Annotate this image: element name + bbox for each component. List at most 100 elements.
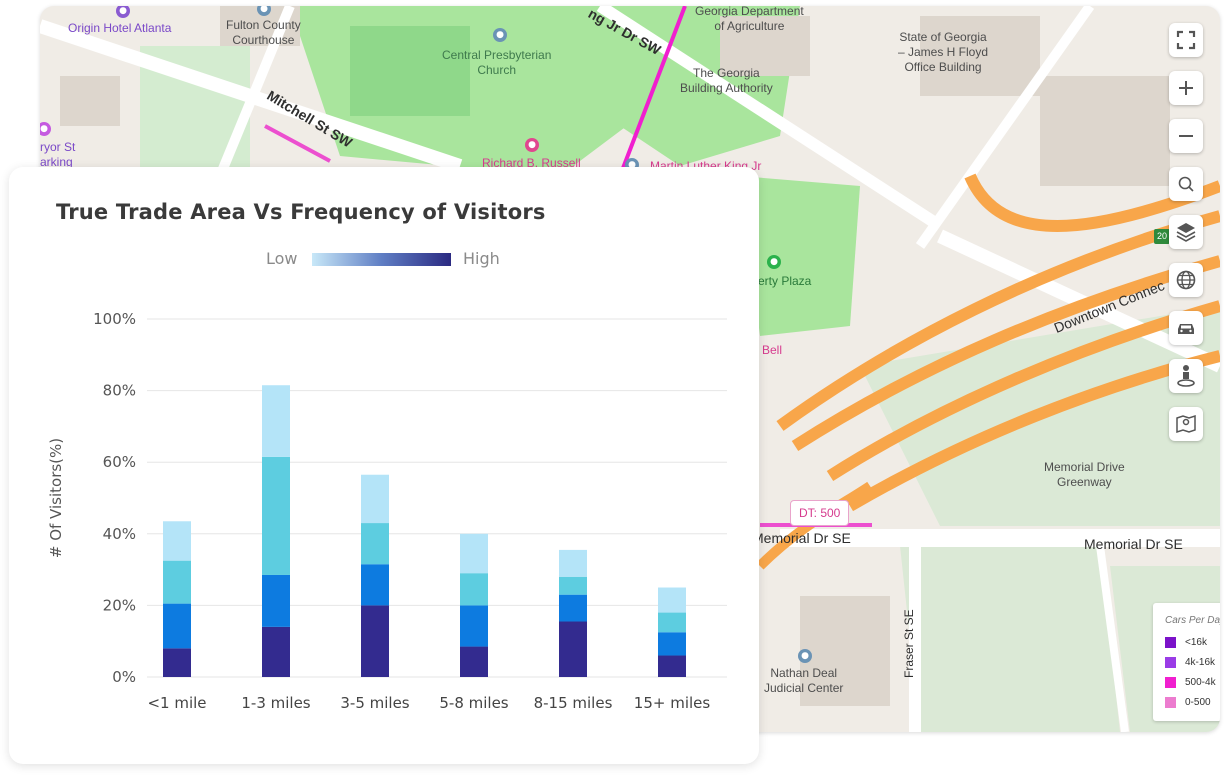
building (800, 596, 890, 706)
map-search-button[interactable] (1169, 167, 1203, 201)
fullscreen-button[interactable] (1169, 23, 1203, 57)
map-label-liberty-plaza: erty Plaza (758, 274, 812, 288)
bar-segment (559, 549, 587, 577)
building (920, 16, 1040, 96)
map-label-origin-hotel: Origin Hotel Atlanta (68, 21, 172, 35)
bar-segment (658, 632, 686, 656)
legend-label: <16k (1185, 636, 1207, 648)
traffic-line (618, 6, 687, 177)
globe-button[interactable] (1169, 263, 1203, 297)
x-tick-label: 1-3 miles (241, 694, 310, 712)
legend-label: 500-4k (1185, 676, 1216, 688)
chart-card: True Trade Area Vs Frequency of Visitors… (9, 167, 759, 764)
bar-segment (262, 626, 290, 677)
legend-item: <16k (1165, 635, 1207, 649)
bar-segment (460, 533, 488, 574)
map-label-fraser-st: Fraser St SE (902, 609, 916, 678)
map-label-memorial-dr-left: Memorial Dr SE (752, 530, 851, 546)
gradient-low-label: Low (266, 249, 298, 268)
building (350, 26, 470, 116)
x-tick-label: <1 mile (147, 694, 206, 712)
aadt-tooltip: DT: 500 (790, 500, 850, 526)
gradient-high-label: High (463, 249, 500, 268)
zoom-in-icon (1179, 81, 1193, 95)
bar-segment (262, 574, 290, 627)
gradient-bar (312, 253, 451, 266)
y-tick-label: 80% (103, 382, 136, 400)
x-tick-label: 8-15 miles (534, 694, 613, 712)
bar-segment (361, 605, 389, 677)
street-view-button[interactable] (1169, 359, 1203, 393)
park-area (900, 546, 1120, 732)
map-canvas[interactable] (40, 6, 1220, 732)
bar-segment (163, 521, 191, 561)
map-label-pryor-st: ryor St arking (40, 140, 76, 169)
legend-item: 4k-16k (1165, 655, 1215, 669)
street-view-icon (1177, 365, 1195, 387)
chart-title: True Trade Area Vs Frequency of Visitors (56, 200, 546, 224)
legend-swatch (1165, 696, 1176, 708)
bar-segment (658, 655, 686, 677)
bar-segment (559, 576, 587, 595)
x-tick-label: 15+ miles (634, 694, 711, 712)
parking-poi-icon[interactable]: ● (40, 122, 51, 136)
plaza-poi-icon[interactable]: ● (767, 255, 781, 269)
map-label-state-of-georgia: State of Georgia – James H Floyd Office … (898, 30, 989, 74)
map-label-memorial-greenway: Memorial Drive Greenway (1044, 460, 1125, 489)
map-label-ga-building-authority: The Georgia Building Authority (680, 66, 773, 95)
x-tick-label: 3-5 miles (340, 694, 409, 712)
map-pin-button[interactable] (1169, 407, 1203, 441)
zoom-out-icon (1179, 135, 1193, 137)
y-tick-label: 60% (103, 453, 136, 471)
legend-label: 0-500 (1185, 696, 1211, 708)
map-pin-icon (1176, 414, 1196, 434)
y-tick-label: 0% (112, 668, 136, 686)
building (1040, 76, 1170, 186)
bar-segment (361, 564, 389, 606)
bar-segment (559, 594, 587, 622)
highway (776, 210, 1220, 431)
highway (791, 255, 1220, 452)
map-label-ga-dept-agriculture: Georgia Department of Agriculture (695, 6, 804, 33)
legend-label: 4k-16k (1185, 656, 1216, 668)
hotel-poi-icon[interactable]: ● (116, 6, 130, 18)
judicial-poi-icon[interactable]: ● (798, 649, 812, 663)
bar-segment (460, 646, 488, 677)
traffic-legend: Cars Per Day <16k 4k-16k 500-4k 0-500 (1153, 603, 1220, 721)
legend-swatch (1165, 636, 1176, 648)
y-tick-label: 100% (93, 310, 136, 328)
bar-segment (460, 605, 488, 647)
road (915, 6, 1095, 249)
bar-segment (262, 385, 290, 457)
map-label-memorial-dr-right: Memorial Dr SE (1084, 536, 1183, 552)
bar-segment (163, 648, 191, 677)
map-label-bell: n Bell (752, 343, 783, 357)
y-tick-label: 20% (103, 596, 136, 614)
bar-segment (460, 573, 488, 606)
bar-segment (361, 474, 389, 524)
russell-poi-icon[interactable]: ● (525, 138, 539, 152)
legend-item: 0-500 (1165, 695, 1211, 709)
road (1096, 545, 1129, 732)
map-label-nathan-deal: Nathan Deal Judicial Center (764, 666, 844, 695)
layers-icon (1176, 223, 1196, 242)
legend-title: Cars Per Day (1165, 615, 1220, 626)
y-tick-label: 40% (103, 525, 136, 543)
church-poi-icon[interactable]: ● (493, 28, 507, 42)
bar-segment (658, 612, 686, 633)
zoom-out-button[interactable] (1169, 119, 1203, 153)
zoom-in-button[interactable] (1169, 71, 1203, 105)
x-tick-label: 5-8 miles (439, 694, 508, 712)
park-area (740, 176, 860, 336)
highway-shield: 20 (1154, 229, 1171, 244)
traffic-button[interactable] (1169, 311, 1203, 345)
courthouse-poi-icon[interactable]: ● (257, 6, 271, 16)
map-view[interactable]: Origin Hotel Atlanta Fulton County Court… (40, 6, 1220, 732)
map-label-richard-russell: Richard B. Russell (482, 156, 581, 170)
road (215, 6, 295, 178)
legend-item: 500-4k (1165, 675, 1216, 689)
highway (964, 173, 1220, 232)
layers-button[interactable] (1169, 215, 1203, 249)
building (720, 16, 810, 76)
legend-swatch (1165, 656, 1176, 668)
